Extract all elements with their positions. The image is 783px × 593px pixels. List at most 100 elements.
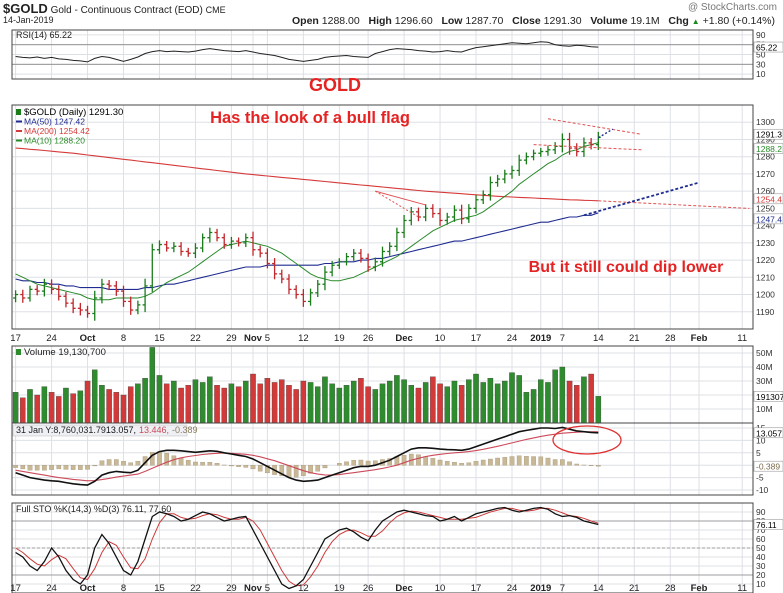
price-bar (34, 285, 40, 296)
volume-bar (271, 382, 278, 424)
quote-open-label: Open (292, 15, 319, 27)
credit[interactable]: @ StockCharts.com (687, 2, 777, 13)
price-bar (207, 227, 213, 243)
volume-bar (516, 375, 522, 424)
x-tick-label-22: 11 (737, 333, 747, 344)
quote-volume-value: 19.1M (630, 15, 660, 27)
contract-name: Gold - Continuous Contract (EOD) (50, 5, 203, 16)
flag-upper-trendline (547, 118, 642, 135)
bottom-x-tick-label-7: Nov (244, 583, 263, 593)
price-bar (595, 131, 601, 150)
x-tick-label-4: 15 (154, 333, 165, 344)
rsi-legend: RSI(14) 65.22 (16, 30, 72, 40)
volume-bar (437, 383, 443, 424)
pmo-hist-bar (596, 465, 601, 467)
volume-bar (300, 380, 307, 424)
pmo-hist-bar (229, 465, 234, 467)
price-bar (178, 242, 184, 256)
x-tick-label-15: 24 (507, 333, 518, 344)
volume-bar (307, 382, 314, 424)
volume-bar (178, 387, 184, 424)
volume-bar (185, 385, 191, 424)
bottom-x-tick-label-17: 7 (560, 583, 565, 593)
volume-bar (113, 392, 120, 424)
price-bar (415, 207, 421, 222)
price-tick-label-7: 1230 (756, 238, 775, 248)
x-tick-label-6: 29 (226, 333, 237, 344)
pennant-lower-trendline (375, 190, 426, 206)
volume-tick-label-4: 10M (756, 404, 773, 414)
pmo-hist-bar (99, 460, 105, 466)
pmo-hist-bar (164, 453, 169, 466)
price-bar (372, 257, 378, 272)
price-tick-label-3: 1270 (756, 169, 775, 179)
pmo-frame (11, 422, 754, 496)
price-bar (444, 212, 450, 225)
price-bar (264, 248, 270, 269)
volume-bar (257, 383, 263, 424)
price-bar (164, 240, 170, 252)
chart-header: $GOLD Gold - Continuous Contract (EOD) C… (0, 0, 783, 30)
volume-bar (386, 380, 393, 424)
bottom-x-tick-label-5: 22 (190, 583, 201, 593)
pmo-hist-bar (135, 461, 141, 466)
quote-close-value: 1291.30 (543, 15, 582, 27)
ma50-line (15, 212, 599, 290)
price-bar (13, 290, 19, 303)
pmo-hist-bar (78, 465, 83, 470)
price-bar (380, 246, 385, 267)
sto-tick-label-0: 90 (756, 507, 766, 517)
volume-legend-swatch (16, 349, 21, 355)
crossover-circle (552, 425, 622, 455)
price-tick-label-2: 1280 (756, 152, 775, 162)
x-tick-label-11: 26 (363, 333, 374, 344)
volume-bar (99, 385, 105, 424)
x-tick-label-10: 19 (334, 333, 345, 344)
bottom-x-tick-label-13: 10 (435, 583, 446, 593)
pmo-hist-bar (243, 465, 249, 468)
price-bar (394, 227, 400, 252)
bottom-x-tick-label-0: 17 (10, 583, 21, 593)
price-tick-label-8: 1220 (756, 255, 775, 265)
pmo-legend: 31 Jan Y:8,760,031.7913.057, 13.446, -0.38… (16, 425, 198, 435)
price-tick-label-0: 1300 (756, 117, 775, 127)
x-tick-label-5: 22 (190, 333, 201, 344)
price-bar (451, 205, 457, 222)
symbol: $GOLD (3, 1, 48, 16)
pmo-hist-bar (351, 460, 357, 466)
price-tick-label-4: 1260 (756, 186, 775, 196)
rsi-last-value-box (753, 41, 783, 53)
volume-bar (494, 383, 501, 424)
exchange: CME (205, 5, 226, 15)
pmo-hist-bar (257, 465, 263, 472)
pmo-tick-label-2: 5 (756, 448, 761, 458)
price-bar (559, 133, 565, 153)
price-last-label-2-box (753, 193, 783, 205)
price-bar (121, 285, 127, 307)
rsi-frame (11, 29, 754, 80)
pmo-hist-bar (27, 465, 33, 471)
pmo-hist-bar (452, 462, 457, 466)
up-arrow-icon: ▲ (691, 17, 700, 26)
price-bar (192, 243, 198, 259)
volume-bar (379, 383, 386, 424)
bottom-x-tick-label-4: 15 (154, 583, 165, 593)
volume-bar (120, 394, 127, 424)
pmo-hist-bar (34, 465, 40, 471)
price-bar (200, 233, 206, 253)
pmo-hist-bar (430, 458, 436, 466)
price-bar (365, 253, 371, 272)
price-bar (487, 176, 493, 201)
price-bar (135, 300, 141, 315)
bottom-x-tick-label-11: 26 (363, 583, 374, 593)
volume-bar (293, 389, 299, 424)
pmo-hist-bar (416, 454, 421, 466)
pmo-hist-bar (488, 458, 493, 466)
price-bar (538, 147, 544, 157)
price-bar (106, 279, 112, 291)
price-bar (85, 305, 91, 318)
pmo-hist-bar (516, 455, 522, 466)
volume-tick-label-2: 30M (756, 376, 773, 386)
sto-tick-label-2: 70 (756, 525, 766, 535)
volume-bar (228, 383, 235, 424)
